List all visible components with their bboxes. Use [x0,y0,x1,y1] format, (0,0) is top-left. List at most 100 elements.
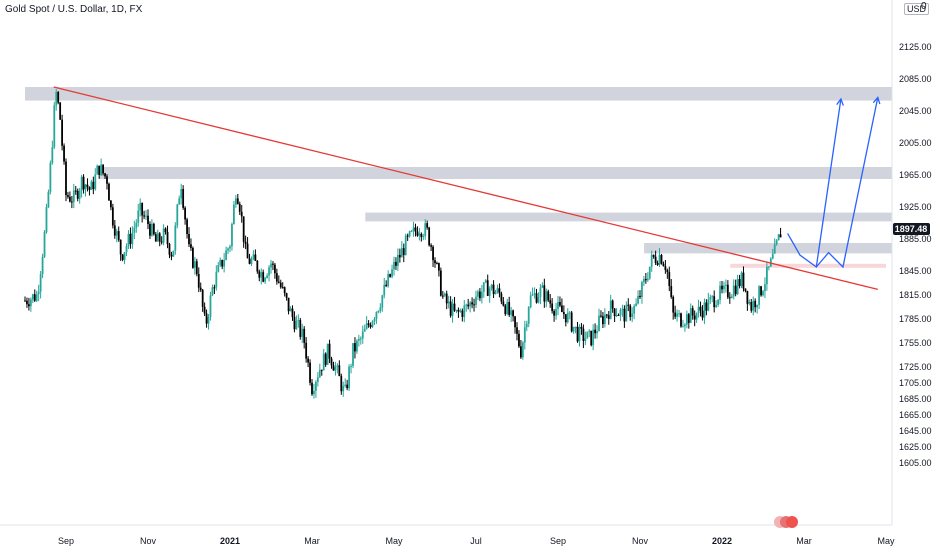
time-tick-label: Mar [304,536,320,546]
candle [568,310,571,320]
candle [469,301,472,313]
trendline [53,86,878,291]
candle [88,186,91,196]
candle [219,257,222,267]
candle [744,288,747,293]
candle [102,164,104,176]
candle [414,223,417,237]
candle [422,233,425,241]
candle [545,288,548,308]
candle [633,304,636,320]
candle [750,299,753,313]
candle [192,246,194,269]
candle [715,300,718,308]
candle [637,290,639,305]
candle [574,326,577,334]
candle [184,206,186,225]
candle [767,266,770,271]
candle [258,269,261,282]
candle [463,300,466,323]
candle [24,296,26,302]
candle [443,292,446,298]
candle [55,89,58,111]
candle [402,243,405,263]
candle [541,282,544,289]
candle [578,324,581,347]
candle [180,183,183,205]
time-axis[interactable]: Sep Nov 2021 Mar May Jul Sep Nov 2022 Mar May [58,536,895,546]
price-axis[interactable]: 2125.00 2085.00 2045.00 2005.00 1965.00 1925.… [899,42,932,468]
currency-selector[interactable]: USD [904,3,930,15]
candle [418,227,421,241]
candle [674,305,677,320]
candle [484,279,487,284]
candle [90,179,93,191]
candle [156,229,159,242]
candle [301,323,304,344]
candle [480,284,483,304]
candle [582,324,585,349]
candle [61,114,63,151]
candle [678,309,680,318]
candle [461,308,464,322]
candle [719,281,721,305]
candle [211,284,214,297]
candle [225,246,227,261]
candle [332,361,335,371]
candle [488,286,491,303]
candle [231,222,233,251]
candle [33,289,36,302]
candle [412,221,415,237]
candle [281,282,284,289]
candle [246,237,249,259]
candle [342,381,345,397]
chart-title: Gold Spot / U.S. Dollar, 1D, FX [5,4,143,15]
candle [297,314,300,328]
candle [115,228,118,243]
candle [646,272,649,282]
candle [531,287,534,297]
candle [39,270,42,299]
candle [47,189,50,209]
candle [70,196,73,209]
candle [406,233,409,241]
candle [59,101,62,121]
candle [510,306,513,323]
candle [471,297,473,309]
price-tick-label: 2005.00 [899,138,932,148]
candle [305,337,308,363]
time-tick-label: Mar [796,536,812,546]
candle [389,273,391,278]
candle [758,285,760,310]
candle [453,296,456,312]
candle [295,315,298,330]
candle [270,259,272,274]
candle [564,314,567,327]
candle [233,201,235,225]
candle [307,356,309,368]
candle [197,267,200,293]
candle [209,291,212,321]
candle [424,219,427,240]
candle [383,277,386,299]
price-tick-label: 1925.00 [899,202,932,212]
candle [547,289,550,302]
candle [387,270,390,288]
candle [104,172,106,179]
candle [734,279,737,297]
candle [479,288,481,302]
candle [137,203,140,227]
candle [125,243,128,257]
candle [203,302,206,316]
price-tick-label: 1885.00 [899,234,932,244]
candle [375,311,378,324]
candle [586,331,589,339]
arrowhead-1 [872,96,881,105]
candle [779,227,782,238]
candle [439,267,442,297]
candle [242,216,245,248]
candle [170,251,173,261]
resistance-zones [25,87,893,268]
candle [627,298,630,312]
